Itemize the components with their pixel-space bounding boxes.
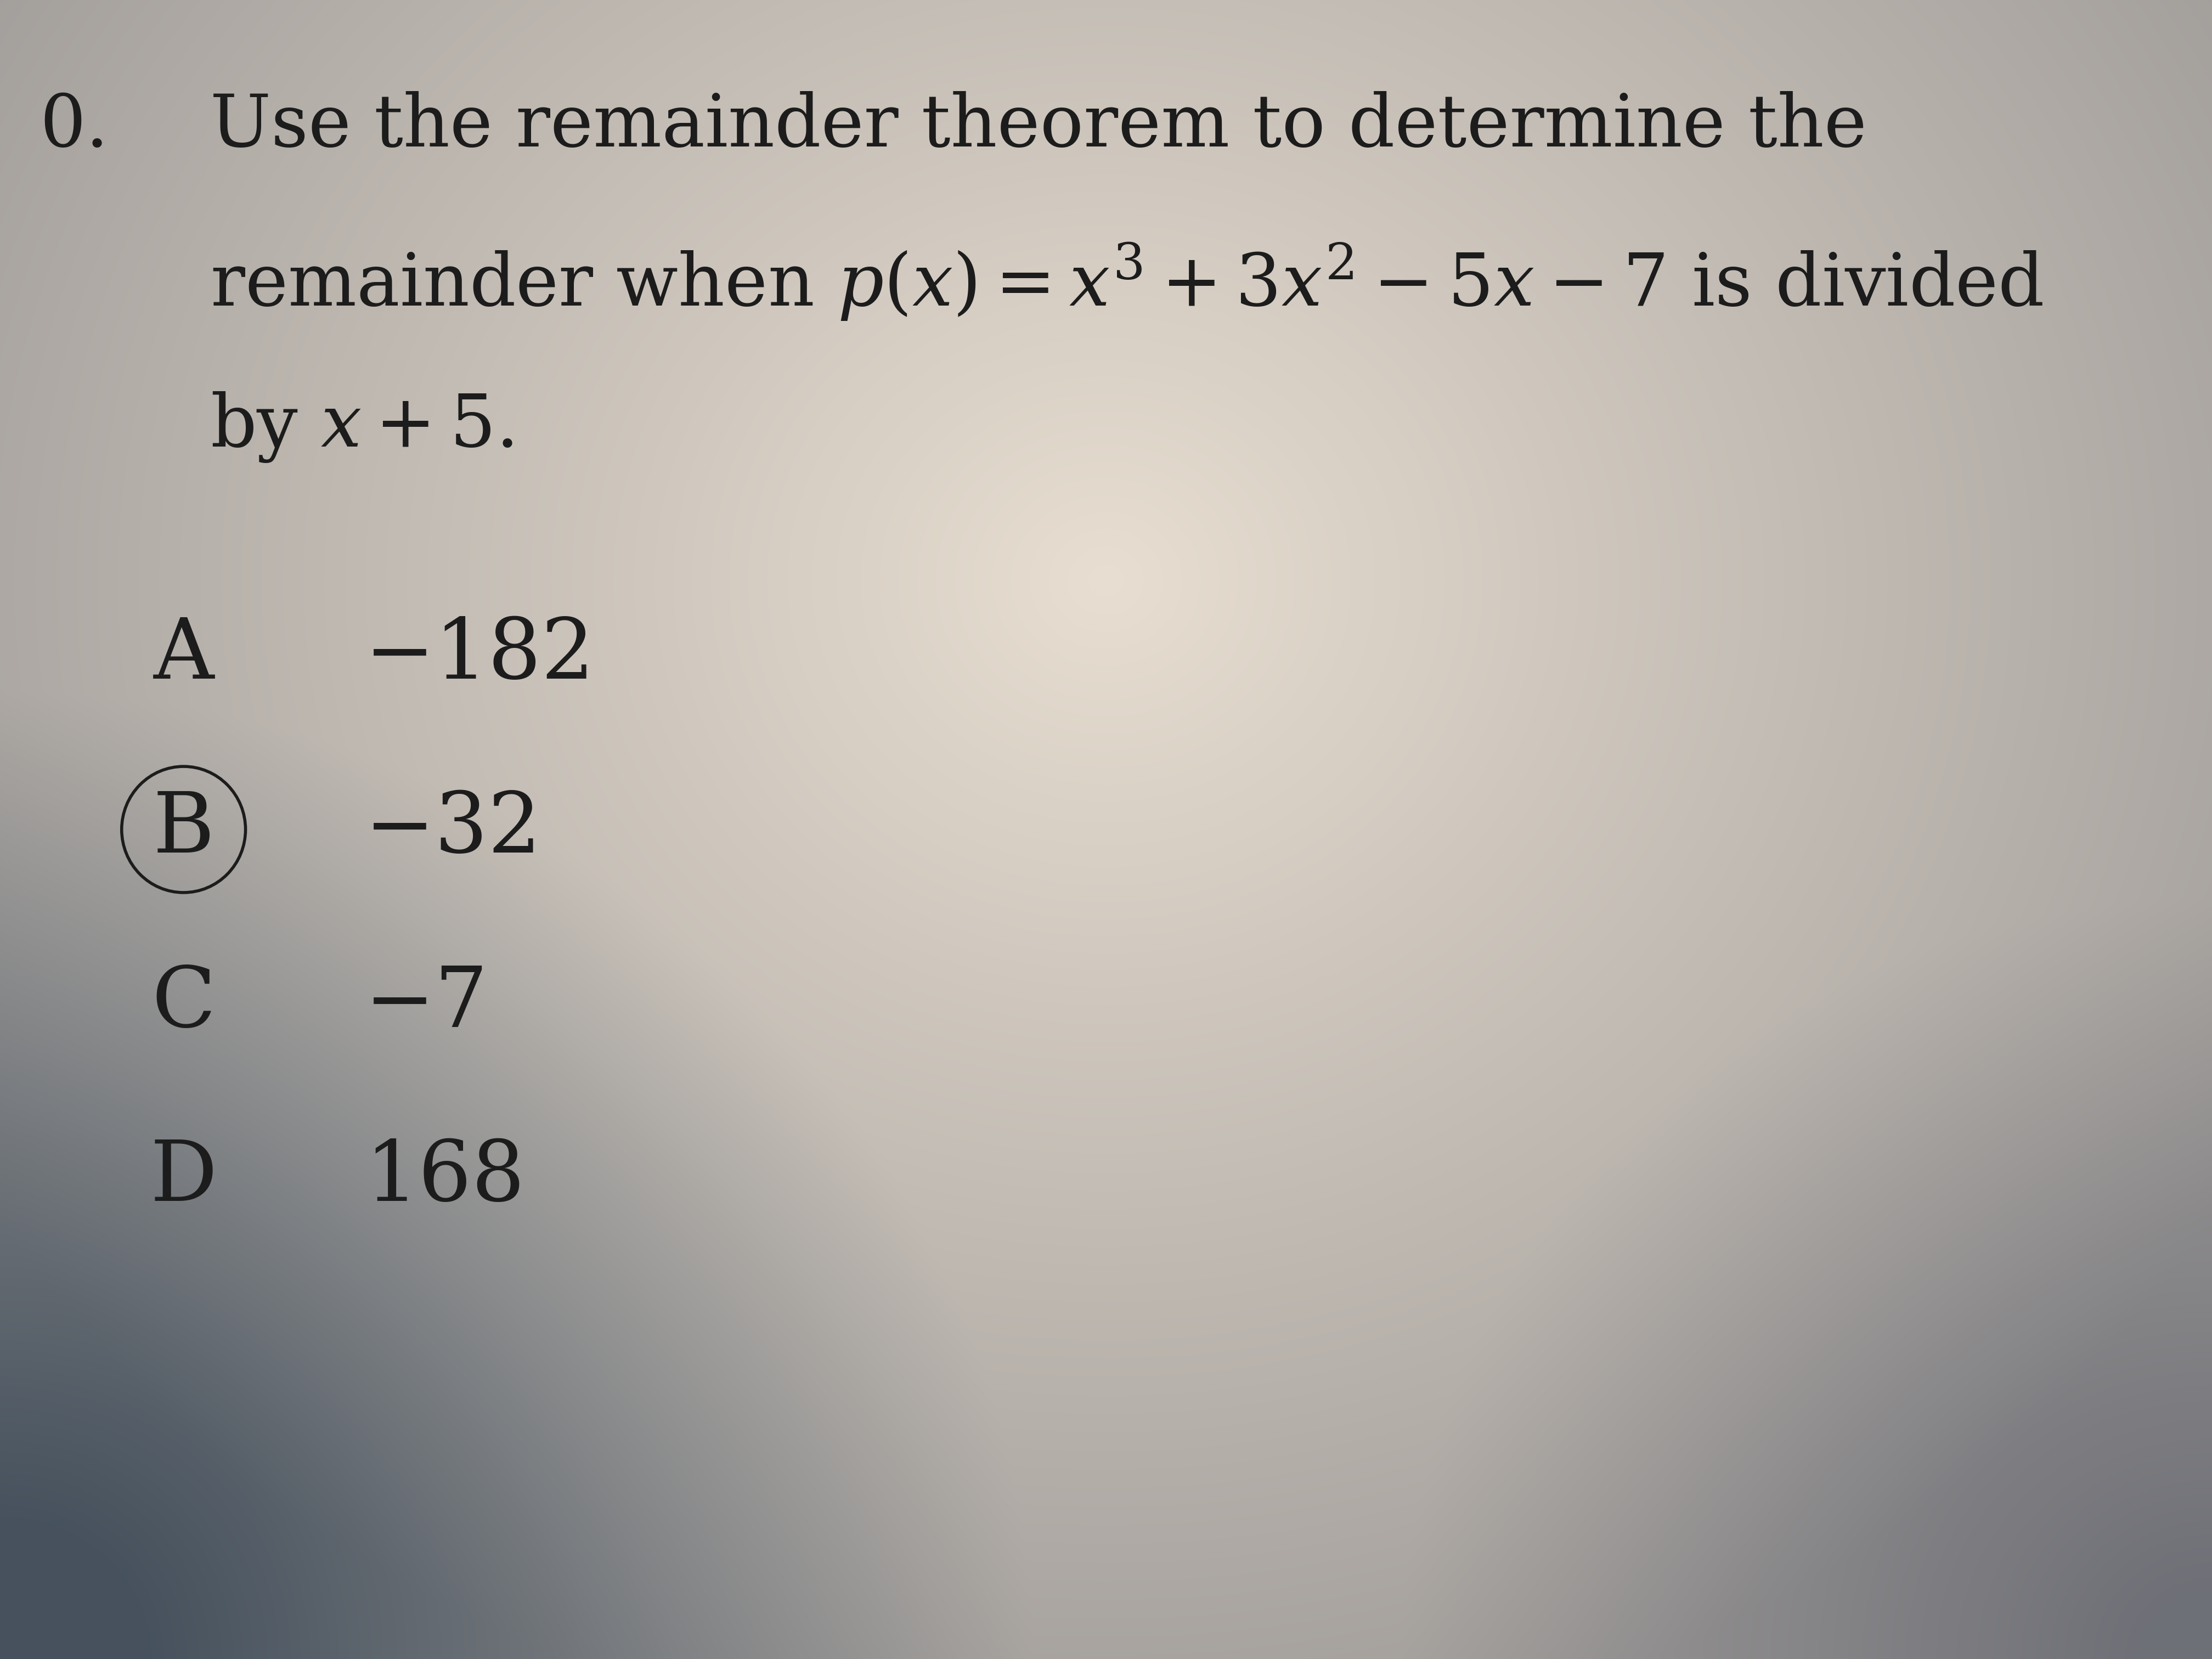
Text: Use the remainder theorem to determine the: Use the remainder theorem to determine t…	[210, 91, 1867, 163]
Text: −32: −32	[365, 788, 542, 871]
Text: D: D	[150, 1136, 217, 1219]
Text: by $x + 5$.: by $x + 5$.	[210, 390, 513, 465]
Text: 0.: 0.	[40, 91, 108, 163]
Text: 168: 168	[365, 1136, 524, 1219]
Text: B: B	[153, 788, 215, 871]
Text: −182: −182	[365, 614, 595, 697]
Text: −7: −7	[365, 962, 489, 1045]
Text: A: A	[153, 614, 215, 697]
Text: C: C	[153, 962, 215, 1045]
Text: remainder when $p(x) = x^3 + 3x^2 - 5x - 7$ is divided: remainder when $p(x) = x^3 + 3x^2 - 5x -…	[210, 241, 2044, 322]
